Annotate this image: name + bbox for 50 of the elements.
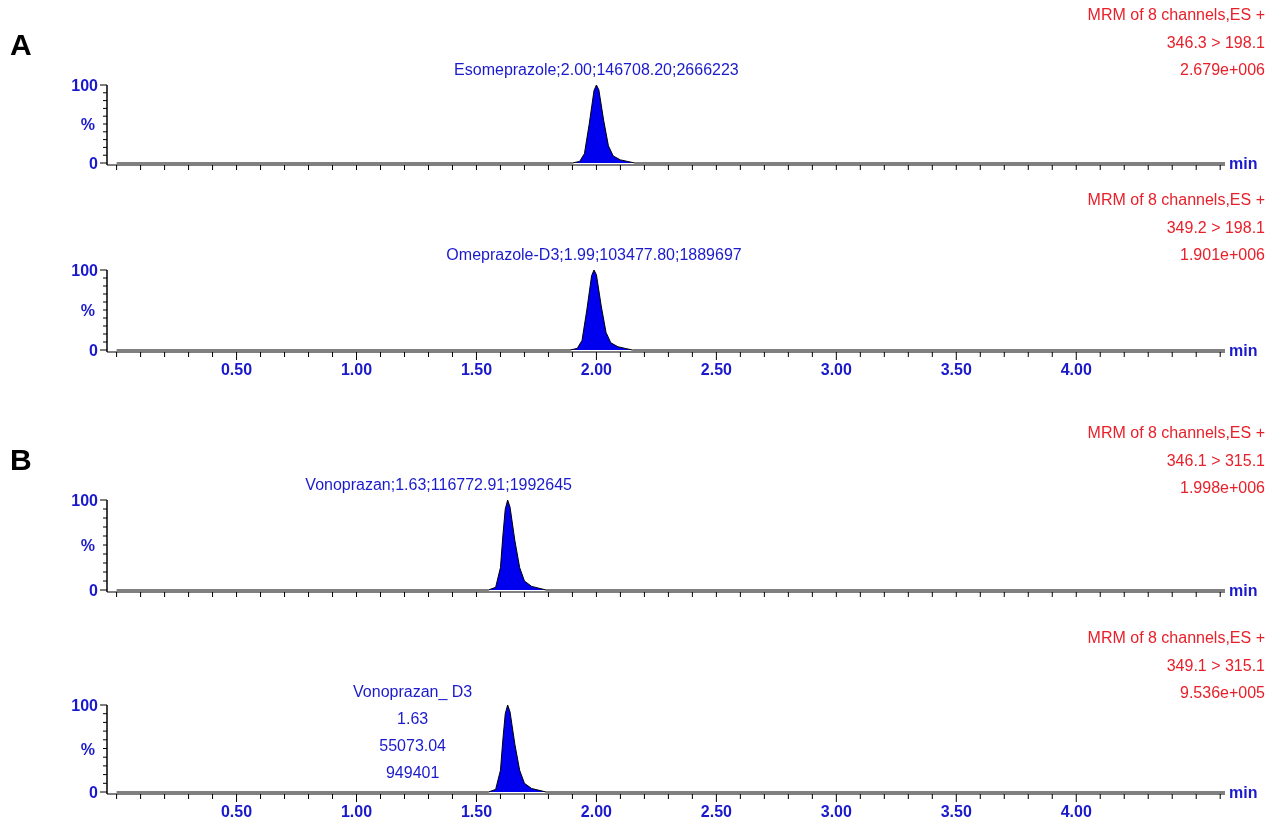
y-axis-title: % bbox=[80, 740, 95, 758]
x-tick-label: 3.00 bbox=[820, 361, 853, 378]
text: 1.998e+006 bbox=[1180, 479, 1266, 496]
annotation: Omeprazole-D3;1.99;103477.80;1889697 bbox=[446, 246, 742, 263]
text: 2.679e+006 bbox=[1180, 61, 1266, 78]
y-tick-label: 100 bbox=[71, 262, 99, 279]
x-tick-label: 0.50 bbox=[220, 361, 253, 378]
x-tick-label: 0.50 bbox=[220, 803, 253, 820]
y-tick-label: 0 bbox=[89, 155, 99, 172]
x-tick-label: 1.50 bbox=[460, 361, 493, 378]
annotation: Esomeprazole;2.00;146708.20;2666223 bbox=[454, 61, 739, 78]
text: MRM of 8 channels,ES + bbox=[1087, 191, 1265, 208]
chart-title: A bbox=[10, 28, 32, 61]
x-tick-label: 2.00 bbox=[580, 803, 613, 820]
text: 346.1 > 315.1 bbox=[1166, 451, 1266, 469]
text: 349.1 > 315.1 bbox=[1166, 656, 1266, 674]
x-axis-title: min bbox=[1229, 155, 1258, 172]
y-axis-title: % bbox=[80, 116, 95, 133]
x-axis-title: min bbox=[1229, 582, 1258, 599]
text: 349.2 > 198.1 bbox=[1166, 218, 1266, 236]
x-tick-label: 1.50 bbox=[460, 803, 493, 820]
y-tick-label: 100 bbox=[71, 77, 99, 94]
y-tick-label: 100 bbox=[71, 492, 99, 509]
x-tick-label: 2.50 bbox=[700, 803, 733, 820]
text: 1.901e+006 bbox=[1180, 246, 1266, 263]
x-tick-label: 4.00 bbox=[1060, 361, 1092, 378]
annotation: Vonoprazan;1.63;116772.91;1992645 bbox=[305, 476, 573, 493]
x-tick-label: 2.00 bbox=[580, 361, 613, 378]
x-tick-label: 3.50 bbox=[940, 361, 972, 378]
x-tick-label: 2.50 bbox=[700, 361, 733, 378]
chart-title: B bbox=[10, 443, 32, 476]
x-tick-label: 1.00 bbox=[340, 361, 373, 378]
x-tick-label: 3.00 bbox=[820, 803, 853, 820]
x-tick-label: 1.00 bbox=[340, 803, 373, 820]
y-tick-label: 0 bbox=[89, 784, 99, 801]
y-axis-title: % bbox=[80, 302, 95, 319]
y-axis-title: % bbox=[80, 537, 95, 554]
text: MRM of 8 channels,ES + bbox=[1087, 629, 1265, 646]
y-tick-label: 0 bbox=[89, 342, 99, 359]
text: MRM of 8 channels,ES + bbox=[1087, 424, 1265, 441]
x-axis-title: min bbox=[1229, 342, 1258, 359]
text: 9.536e+005 bbox=[1180, 684, 1266, 701]
y-tick-label: 0 bbox=[89, 582, 99, 599]
text: 346.3 > 198.1 bbox=[1166, 33, 1266, 51]
x-axis-title: min bbox=[1229, 784, 1258, 801]
x-tick-label: 3.50 bbox=[940, 803, 972, 820]
text: MRM of 8 channels,ES + bbox=[1087, 6, 1265, 23]
y-tick-label: 100 bbox=[71, 697, 99, 714]
annotation: Vonoprazan_ D3 1.63 55073.04 949401 bbox=[353, 683, 473, 781]
x-tick-label: 4.00 bbox=[1060, 803, 1092, 820]
